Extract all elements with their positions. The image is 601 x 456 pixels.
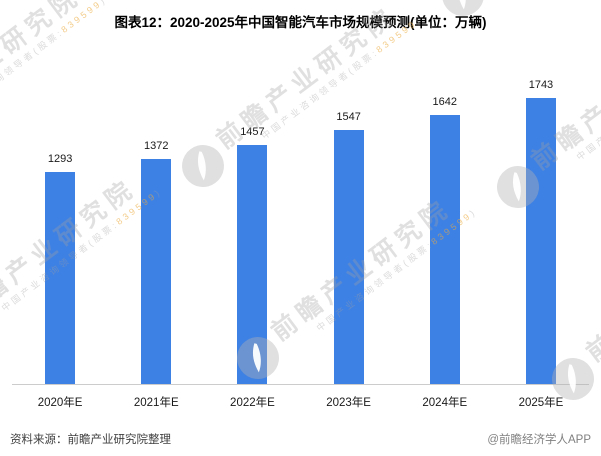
bar (237, 145, 268, 384)
bar-slot: 1547 (301, 56, 397, 384)
bar-slot: 1293 (12, 56, 108, 384)
x-axis-tick-label: 2022年E (230, 397, 275, 409)
credit-note: @前瞻经济学人APP (487, 434, 591, 446)
bar-value-label: 1547 (336, 111, 361, 124)
x-axis-tick-label: 2024年E (422, 397, 468, 409)
x-axis-tick-label: 2025年E (518, 397, 564, 409)
bar-value-label: 1293 (47, 152, 73, 165)
chart-footer: 资料来源：前瞻产业研究院整理 @前瞻经济学人APP (10, 431, 591, 447)
chart-title: 图表12：2020-2025年中国智能汽车市场规模预测(单位：万辆) (114, 15, 487, 30)
bar-value-label: 1642 (432, 95, 458, 108)
bar (333, 130, 364, 384)
bar-slot: 1372 (108, 56, 204, 384)
x-axis-tick-label: 2023年E (326, 397, 371, 409)
bar (141, 159, 172, 384)
bar-slot: 1642 (397, 56, 493, 384)
bar (45, 171, 76, 384)
x-axis-labels: 2020年E 2021年E 2022年E 2023年E 2024年E 2025年E (12, 385, 589, 410)
bar-value-label: 1743 (528, 79, 554, 92)
bar (429, 114, 460, 384)
bar-value-label: 1457 (240, 126, 265, 139)
plot-area: 1293 1372 1457 1547 1642 1743 (12, 56, 589, 385)
bar-slot: 1743 (493, 56, 589, 384)
source-note: 资料来源：前瞻产业研究院整理 (10, 434, 171, 446)
x-axis-tick-label: 2021年E (133, 397, 179, 409)
x-axis-tick-label: 2020年E (37, 397, 83, 409)
bar (525, 98, 556, 384)
bar-value-label: 1372 (144, 140, 169, 152)
bar-slot: 1457 (204, 56, 300, 384)
